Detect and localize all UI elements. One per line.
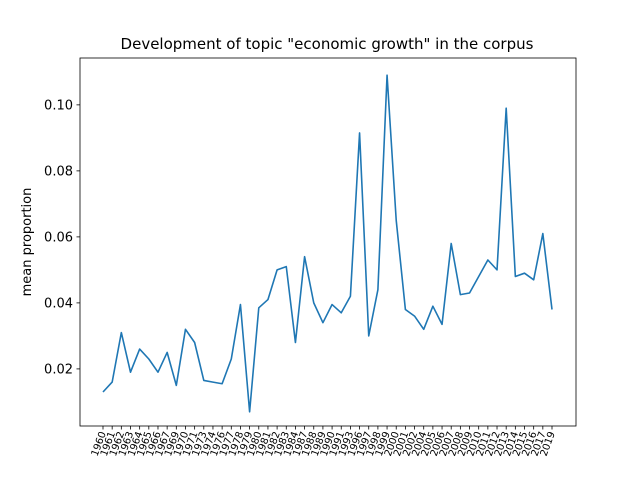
- y-tick-label: 0.02: [44, 362, 73, 377]
- y-tick-label: 0.08: [44, 164, 73, 179]
- y-tick-label: 0.04: [44, 296, 73, 311]
- plot-frame: [79, 57, 577, 427]
- y-tick-label: 0.06: [44, 230, 73, 245]
- y-axis-label: mean proportion: [20, 188, 35, 297]
- line: [102, 74, 553, 413]
- chart-title: Development of topic "economic growth" i…: [121, 35, 534, 53]
- y-tick-label: 0.10: [44, 98, 73, 113]
